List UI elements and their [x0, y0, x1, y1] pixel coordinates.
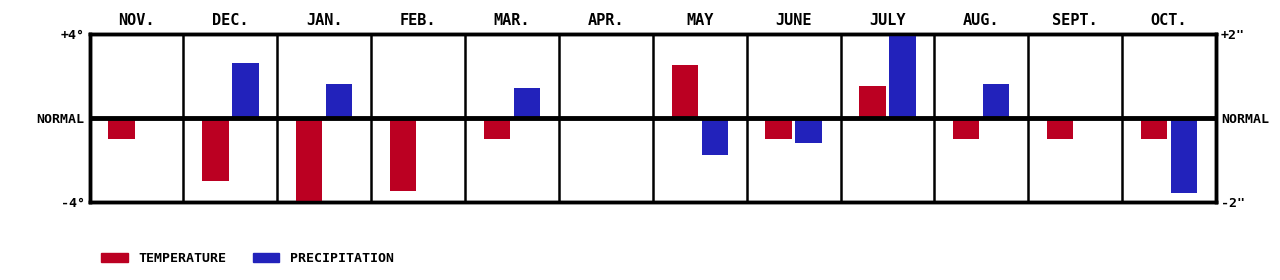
- Bar: [296, 118, 323, 202]
- Bar: [795, 118, 822, 143]
- Bar: [202, 118, 229, 181]
- Bar: [326, 84, 352, 118]
- Bar: [484, 118, 511, 139]
- Bar: [701, 118, 728, 155]
- Bar: [954, 118, 979, 139]
- Bar: [390, 118, 416, 191]
- Bar: [765, 118, 792, 139]
- Bar: [859, 86, 886, 118]
- Bar: [1140, 118, 1167, 139]
- Bar: [890, 34, 915, 118]
- Bar: [1047, 118, 1074, 139]
- Bar: [1171, 118, 1197, 193]
- Legend: TEMPERATURE, PRECIPITATION: TEMPERATURE, PRECIPITATION: [96, 247, 399, 270]
- Bar: [983, 84, 1010, 118]
- Bar: [232, 63, 259, 118]
- Bar: [513, 88, 540, 118]
- Bar: [109, 118, 134, 139]
- Bar: [672, 65, 698, 118]
